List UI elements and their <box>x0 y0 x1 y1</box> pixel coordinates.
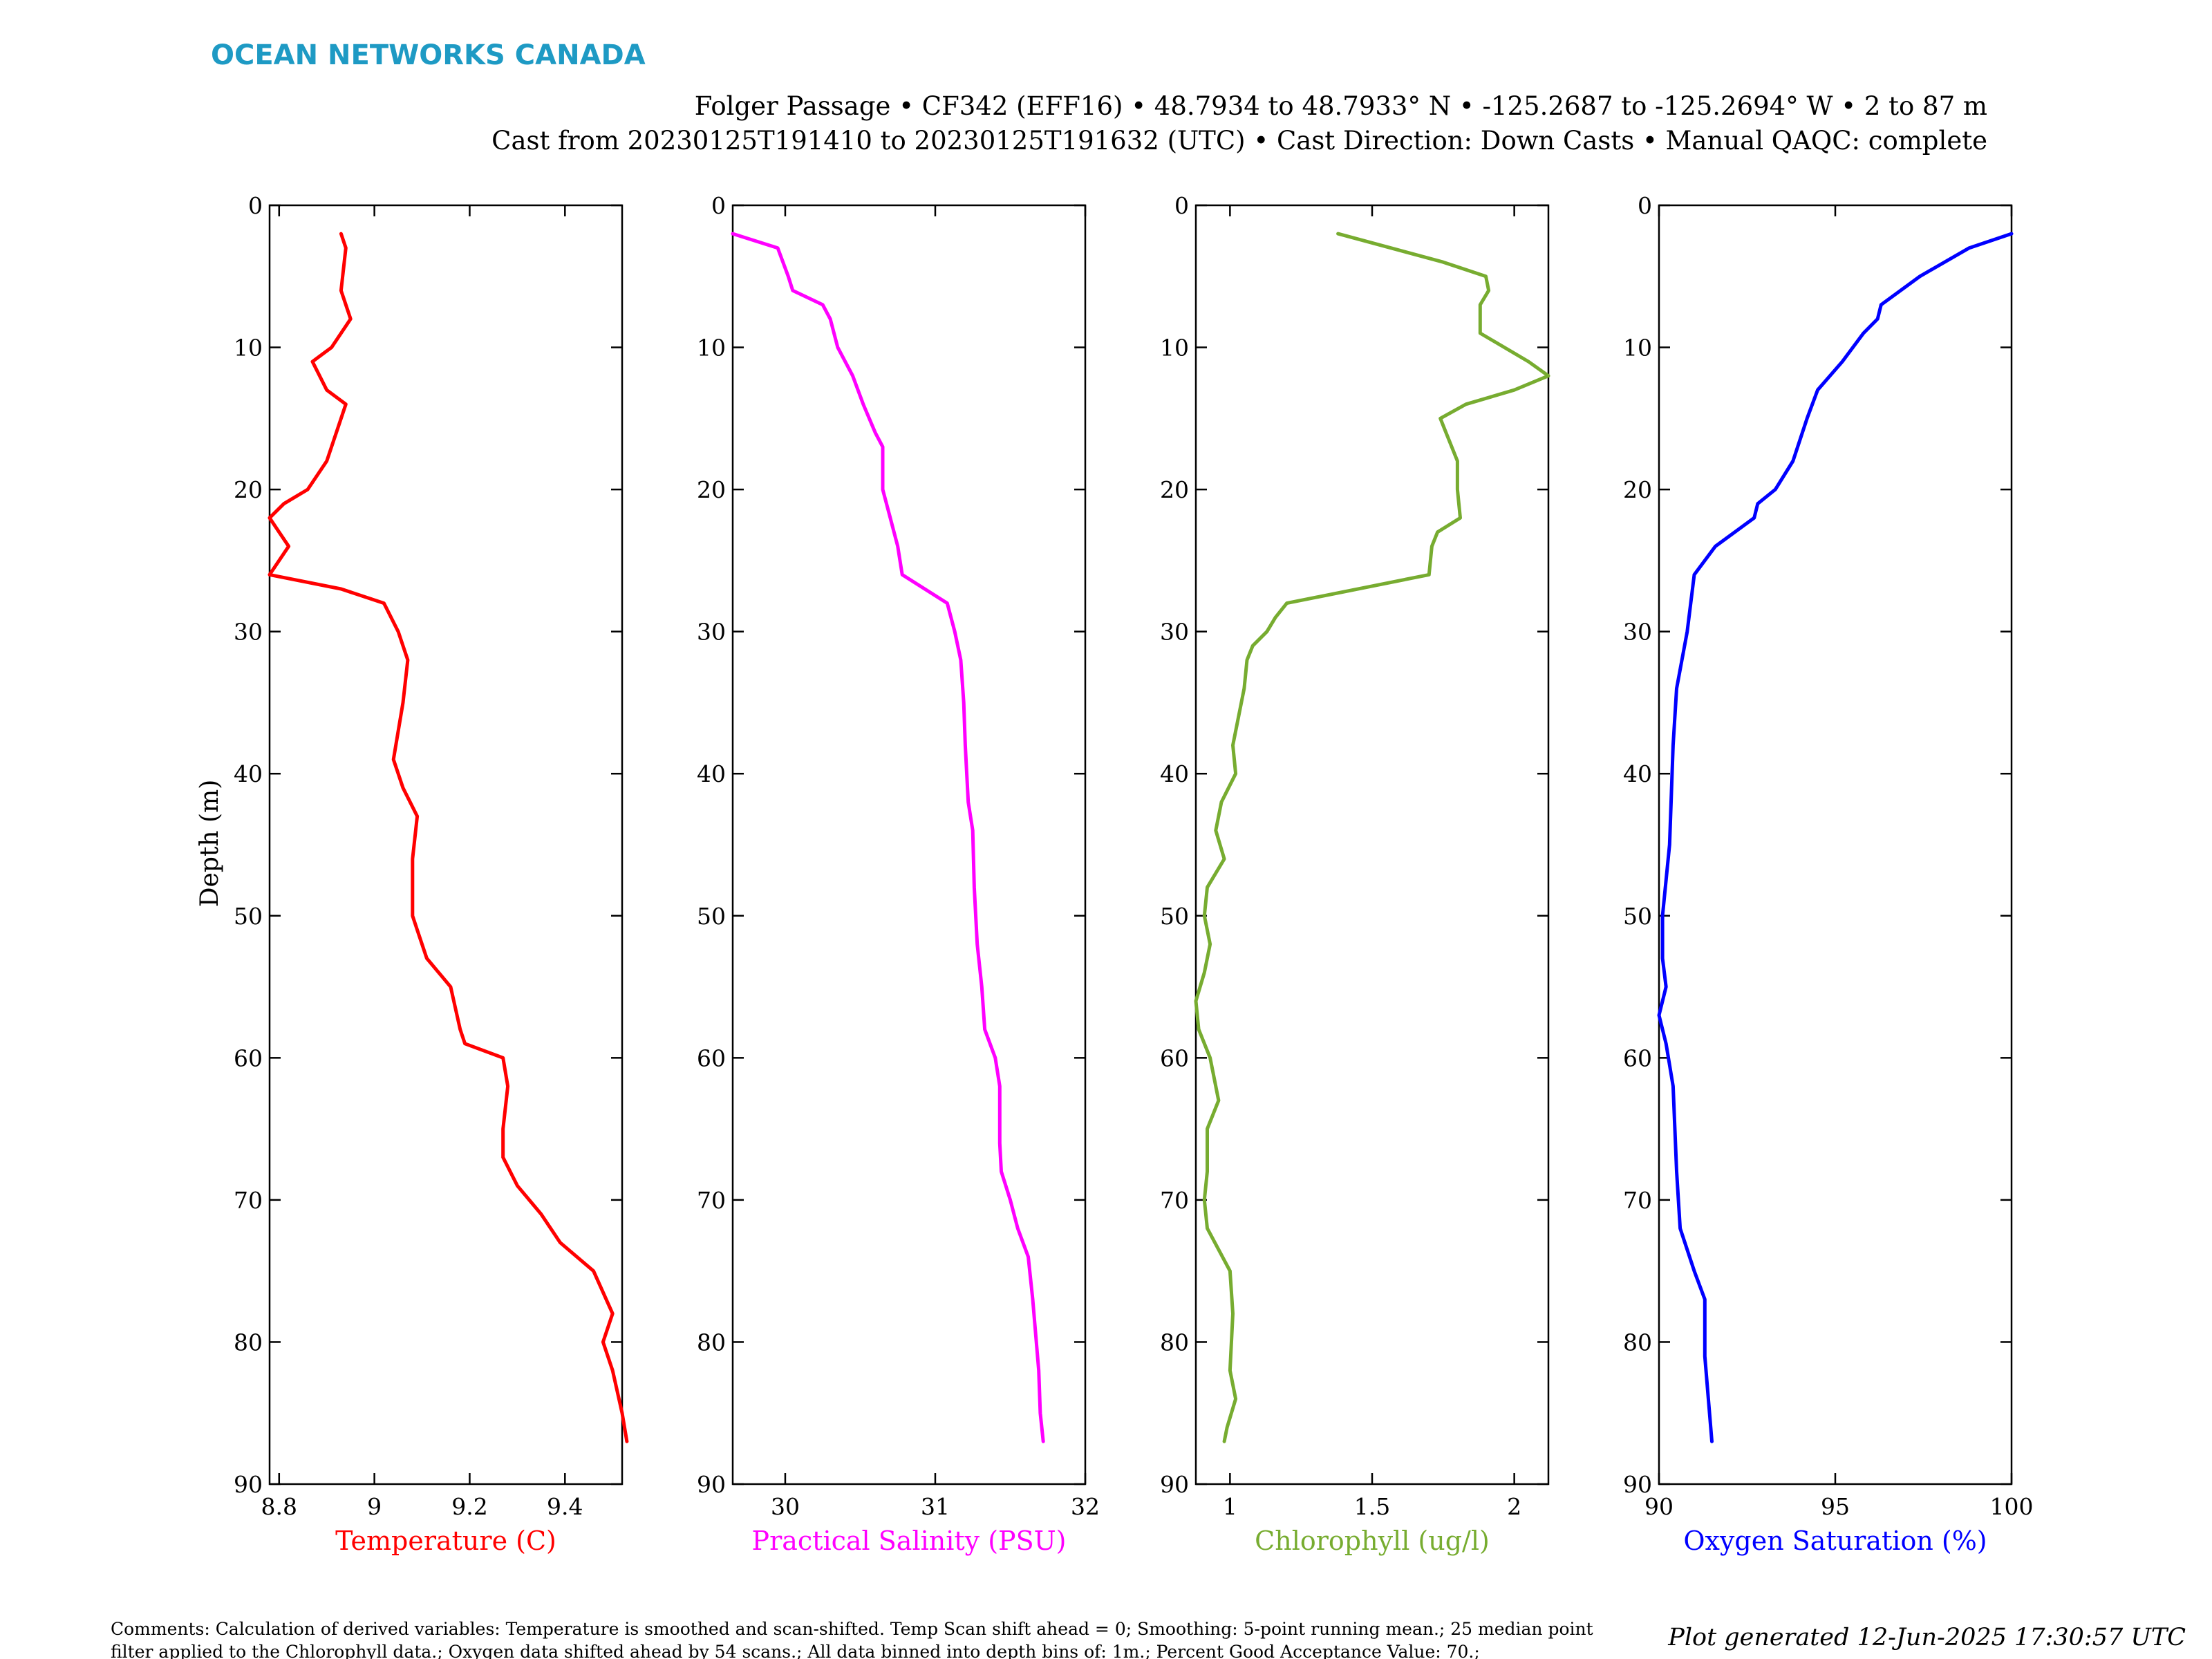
y-tick-label: 70 <box>234 1187 263 1214</box>
plot-generated-timestamp: Plot generated 12-Jun-2025 17:30:57 UTC <box>1667 1624 2186 1651</box>
y-tick-label: 0 <box>711 192 726 219</box>
chart-title-line-2: Cast from 20230125T191410 to 20230125T19… <box>491 126 1987 156</box>
y-tick-label: 40 <box>697 760 726 787</box>
y-tick-label: 20 <box>1160 476 1189 503</box>
y-tick-label: 80 <box>1623 1329 1652 1356</box>
y-tick-label: 20 <box>697 476 726 503</box>
profile-line <box>268 232 629 1443</box>
y-tick-label: 70 <box>1623 1187 1652 1214</box>
y-tick-label: 30 <box>697 619 726 646</box>
y-tick-label: 90 <box>1623 1471 1652 1498</box>
x-axis-label: Practical Salinity (PSU) <box>752 1526 1067 1556</box>
y-tick-label: 10 <box>1160 335 1189 362</box>
y-tick-label: 0 <box>248 192 263 219</box>
y-tick-label: 90 <box>697 1471 726 1498</box>
x-tick-label: 1 <box>1223 1493 1237 1520</box>
x-tick-label: 9 <box>367 1493 382 1520</box>
x-axis-label: Chlorophyll (ug/l) <box>1255 1526 1490 1556</box>
y-tick-label: 50 <box>234 903 263 930</box>
y-tick-label: 50 <box>697 903 726 930</box>
x-tick-label: 1.5 <box>1354 1493 1390 1520</box>
x-tick-label: 31 <box>921 1493 950 1520</box>
y-tick-label: 80 <box>1160 1329 1189 1356</box>
profile-line <box>731 232 1045 1443</box>
y-tick-label: 60 <box>1160 1044 1189 1071</box>
y-tick-label: 30 <box>1623 619 1652 646</box>
x-tick-label: 32 <box>1071 1493 1100 1520</box>
comments-line-1: Comments: Calculation of derived variabl… <box>111 1619 1593 1639</box>
y-tick-label: 50 <box>1160 903 1189 930</box>
axes-frame <box>1658 204 2013 1485</box>
y-tick-label: 30 <box>1160 619 1189 646</box>
panel-1: 0 10 20 30 40 50 60 70 80 908.8 9 9.2 9.4 Temperature… <box>234 192 629 1556</box>
y-axis-label: Depth (m) <box>196 780 224 908</box>
x-tick-label: 90 <box>1644 1493 1674 1520</box>
profile-line <box>1657 232 2014 1443</box>
panel-3: 0 10 20 30 40 50 60 70 80 90 1 1.5 2 Chlorophyll (ug/… <box>1160 192 1550 1556</box>
y-tick-label: 40 <box>234 760 263 787</box>
x-tick-label: 30 <box>771 1493 800 1520</box>
y-tick-label: 80 <box>697 1329 726 1356</box>
y-tick-label: 0 <box>1638 192 1652 219</box>
y-tick-label: 10 <box>234 335 263 362</box>
y-tick-label: 30 <box>234 619 263 646</box>
axes-frame <box>731 204 1087 1485</box>
profile-line <box>1194 232 1550 1443</box>
y-tick-label: 70 <box>697 1187 726 1214</box>
chart-title-line-1: Folger Passage • CF342 (EFF16) • 48.7934… <box>695 91 1987 121</box>
x-tick-label: 95 <box>1821 1493 1850 1520</box>
y-tick-label: 40 <box>1160 760 1189 787</box>
axes-frame <box>268 204 624 1485</box>
comments-line-2: filter applied to the Chlorophyll data.;… <box>111 1642 1480 1659</box>
x-axis-label: Temperature (C) <box>335 1526 556 1556</box>
x-tick-label: 100 <box>1990 1493 2034 1520</box>
y-tick-label: 0 <box>1174 192 1189 219</box>
y-tick-label: 90 <box>234 1471 263 1498</box>
x-tick-label: 8.8 <box>261 1493 297 1520</box>
y-tick-label: 10 <box>697 335 726 362</box>
y-tick-label: 60 <box>697 1044 726 1071</box>
x-tick-label: 9.4 <box>547 1493 583 1520</box>
y-tick-label: 80 <box>234 1329 263 1356</box>
y-tick-label: 50 <box>1623 903 1652 930</box>
y-tick-label: 90 <box>1160 1471 1189 1498</box>
y-tick-label: 60 <box>234 1044 263 1071</box>
y-tick-label: 60 <box>1623 1044 1652 1071</box>
y-tick-label: 20 <box>234 476 263 503</box>
x-axis-label: Oxygen Saturation (%) <box>1683 1526 1987 1556</box>
y-tick-label: 20 <box>1623 476 1652 503</box>
y-tick-label: 70 <box>1160 1187 1189 1214</box>
brand-logo-text: OCEAN NETWORKS CANADA <box>211 39 646 71</box>
y-tick-label: 40 <box>1623 760 1652 787</box>
y-tick-label: 10 <box>1623 335 1652 362</box>
x-tick-label: 9.2 <box>451 1493 487 1520</box>
x-tick-label: 2 <box>1507 1493 1521 1520</box>
